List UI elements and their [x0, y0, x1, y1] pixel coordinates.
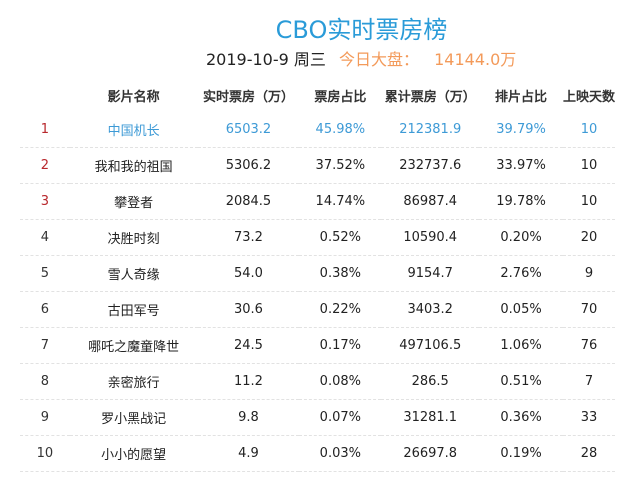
- cumulative-box-office-cell: 3403.2: [381, 291, 480, 328]
- col-rank-header: [20, 78, 70, 112]
- col-name-header: 影片名称: [107, 89, 160, 105]
- screening-share-cell: 2.76%: [479, 255, 563, 292]
- days-showing-cell: 10: [562, 183, 615, 220]
- movie-name-cell[interactable]: 中国机长: [69, 112, 198, 148]
- box-office-share-cell: 0.17%: [299, 327, 382, 364]
- table-row: 3 攀登者 2084.5 14.74% 86987.4 19.78% 10: [20, 183, 615, 220]
- rank-cell: 3: [20, 183, 70, 220]
- col-total-header: 累计票房（万）: [384, 89, 476, 105]
- rank-cell: 7: [20, 327, 70, 364]
- cumulative-box-office-cell: 31281.1: [381, 399, 480, 436]
- rank-cell: 2: [20, 147, 70, 184]
- col-share-header: 票房占比: [314, 89, 367, 105]
- box-office-share-cell: 0.07%: [299, 399, 382, 436]
- cumulative-box-office-cell: 212381.9: [381, 112, 480, 148]
- cumulative-box-office-cell: 86987.4: [381, 183, 480, 220]
- box-office-share-cell: 0.08%: [299, 363, 382, 400]
- days-showing-cell: 28: [562, 435, 615, 472]
- realtime-box-office-cell: 2084.5: [197, 183, 300, 220]
- cumulative-box-office-cell: 9154.7: [381, 255, 480, 292]
- box-office-share-cell: 45.98%: [299, 112, 382, 148]
- screening-share-cell: 0.36%: [479, 399, 563, 436]
- box-office-share-cell: 0.38%: [299, 255, 382, 292]
- table-row: 6 古田军号 30.6 0.22% 3403.2 0.05% 70: [20, 291, 615, 328]
- table-header-row: 影片名称 实时票房（万） 票房占比 累计票房（万） 排片占比 上映天数: [20, 78, 615, 112]
- cumulative-box-office-cell: 497106.5: [381, 327, 480, 364]
- realtime-box-office-cell: 6503.2: [197, 112, 300, 148]
- box-office-table: 影片名称 实时票房（万） 票房占比 累计票房（万） 排片占比 上映天数 1 中国机…: [20, 78, 615, 472]
- table-row: 9 罗小黑战记 9.8 0.07% 31281.1 0.36% 33: [20, 399, 615, 436]
- cumulative-box-office-cell: 26697.8: [381, 435, 480, 472]
- rank-cell: 4: [20, 219, 70, 256]
- realtime-box-office-cell: 4.9: [197, 435, 300, 472]
- rank-cell: 10: [20, 435, 70, 472]
- realtime-box-office-cell: 11.2: [197, 363, 300, 400]
- table-row: 2 我和我的祖国 5306.2 37.52% 232737.6 33.97% 10: [20, 147, 615, 184]
- screening-share-cell: 0.20%: [479, 219, 563, 256]
- box-office-share-cell: 0.52%: [299, 219, 382, 256]
- screening-share-cell: 19.78%: [479, 183, 563, 220]
- movie-name-cell[interactable]: 古田军号: [69, 291, 198, 328]
- box-office-share-cell: 37.52%: [299, 147, 382, 184]
- screening-share-cell: 0.19%: [479, 435, 563, 472]
- box-office-share-cell: 14.74%: [299, 183, 382, 220]
- realtime-box-office-cell: 5306.2: [197, 147, 300, 184]
- screening-share-cell: 33.97%: [479, 147, 563, 184]
- days-showing-cell: 76: [562, 327, 615, 364]
- col-realtime-header: 实时票房（万）: [202, 89, 294, 105]
- movie-name-cell[interactable]: 小小的愿望: [69, 435, 198, 472]
- movie-name-cell[interactable]: 我和我的祖国: [69, 147, 198, 184]
- cumulative-box-office-cell: 286.5: [381, 363, 480, 400]
- current-date: 2019-10-9 周三: [206, 50, 326, 69]
- box-office-share-cell: 0.03%: [299, 435, 382, 472]
- table-row: 5 雪人奇缘 54.0 0.38% 9154.7 2.76% 9: [20, 255, 615, 292]
- realtime-box-office-cell: 54.0: [197, 255, 300, 292]
- cumulative-box-office-cell: 232737.6: [381, 147, 480, 184]
- table-row: 4 决胜时刻 73.2 0.52% 10590.4 0.20% 20: [20, 219, 615, 256]
- movie-name-cell[interactable]: 罗小黑战记: [69, 399, 198, 436]
- rank-cell: 5: [20, 255, 70, 292]
- screening-share-cell: 0.51%: [479, 363, 563, 400]
- realtime-box-office-cell: 24.5: [197, 327, 300, 364]
- screening-share-cell: 0.05%: [479, 291, 563, 328]
- rank-cell: 8: [20, 363, 70, 400]
- screening-share-cell: 39.79%: [479, 112, 563, 148]
- realtime-box-office-cell: 9.8: [197, 399, 300, 436]
- days-showing-cell: 7: [562, 363, 615, 400]
- table-row: 8 亲密旅行 11.2 0.08% 286.5 0.51% 7: [20, 363, 615, 400]
- box-office-share-cell: 0.22%: [299, 291, 382, 328]
- table-row: 1 中国机长 6503.2 45.98% 212381.9 39.79% 10: [20, 112, 615, 148]
- days-showing-cell: 10: [562, 147, 615, 184]
- table-row: 10 小小的愿望 4.9 0.03% 26697.8 0.19% 28: [20, 435, 615, 472]
- movie-name-cell[interactable]: 决胜时刻: [69, 219, 198, 256]
- rank-cell: 6: [20, 291, 70, 328]
- movie-name-cell[interactable]: 雪人奇缘: [69, 255, 198, 292]
- daily-total-label: 今日大盘：: [339, 50, 420, 69]
- page-title: CBO实时票房榜: [275, 16, 448, 44]
- rank-cell: 9: [20, 399, 70, 436]
- screening-share-cell: 1.06%: [479, 327, 563, 364]
- movie-name-cell[interactable]: 哪吒之魔童降世: [69, 327, 198, 364]
- days-showing-cell: 70: [562, 291, 615, 328]
- rank-cell: 1: [20, 112, 70, 148]
- days-showing-cell: 9: [562, 255, 615, 292]
- days-showing-cell: 33: [562, 399, 615, 436]
- daily-total-value: 14144.0万: [434, 50, 517, 69]
- table-row: 7 哪吒之魔童降世 24.5 0.17% 497106.5 1.06% 76: [20, 327, 615, 364]
- realtime-box-office-cell: 73.2: [197, 219, 300, 256]
- movie-name-cell[interactable]: 攀登者: [69, 183, 198, 220]
- realtime-box-office-cell: 30.6: [197, 291, 300, 328]
- days-showing-cell: 10: [562, 112, 615, 148]
- movie-name-cell[interactable]: 亲密旅行: [69, 363, 198, 400]
- col-schedule-header: 排片占比: [495, 89, 548, 105]
- col-days-header: 上映天数: [562, 89, 615, 105]
- date-summary: 2019-10-9 周三 今日大盘： 14144.0万: [206, 46, 516, 70]
- days-showing-cell: 20: [562, 219, 615, 256]
- cumulative-box-office-cell: 10590.4: [381, 219, 480, 256]
